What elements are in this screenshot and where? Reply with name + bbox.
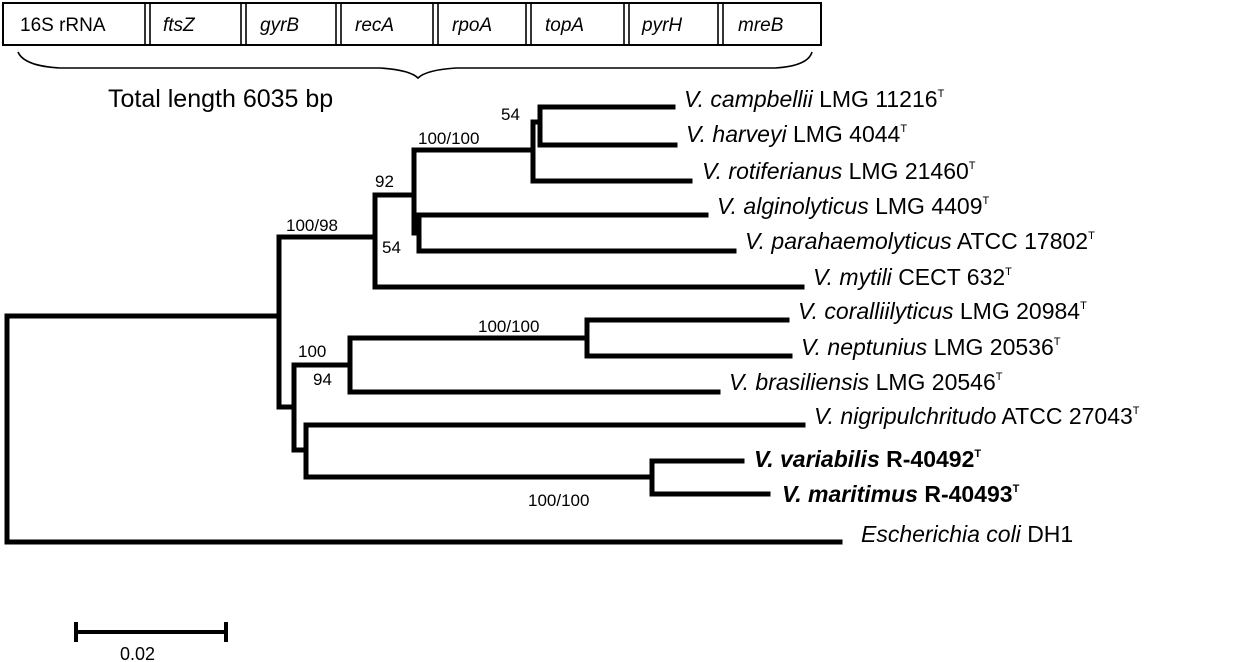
support-node-100: 100	[298, 342, 326, 361]
taxon-label: V. harveyi LMG 4044T	[686, 121, 907, 147]
gene-label-gyrb: gyrB	[260, 15, 299, 36]
support-coralliilyticus-neptunius: 100/100	[478, 317, 539, 336]
support-main-clade: 100/98	[286, 216, 338, 235]
scale-bar: 0.02	[74, 622, 228, 662]
taxon-label: V. alginolyticus LMG 4409T	[717, 193, 990, 219]
gene-label-mreb: mreB	[738, 15, 784, 36]
tree-branches	[4, 104, 843, 545]
taxon-labels: V. campbellii LMG 11216T V. harveyi LMG …	[684, 86, 1140, 547]
total-length-label: Total length 6035 bp	[108, 85, 333, 113]
support-values: 54 100/100 92 54 100/98 100/100 100 94 1…	[286, 105, 589, 510]
taxon-label-bold: V. variabilis R-40492T	[754, 446, 981, 472]
taxon-label-bold: V. maritimus R-40493T	[782, 481, 1020, 507]
taxon-label-outgroup: Escherichia coli DH1	[861, 521, 1073, 547]
taxon-label: V. mytili CECT 632T	[813, 264, 1012, 290]
taxon-label: V. parahaemolyticus ATCC 17802T	[745, 228, 1095, 254]
support-node-54: 54	[382, 238, 401, 257]
taxon-label: V. neptunius LMG 20536T	[801, 334, 1061, 360]
taxon-label: V. brasiliensis LMG 20546T	[729, 369, 1003, 395]
support-campbellii-harveyi: 54	[501, 105, 520, 124]
support-variabilis-maritimus: 100/100	[528, 491, 589, 510]
gene-bar-outline	[2, 2, 822, 46]
gene-label-topa: topA	[545, 15, 584, 36]
scale-bar-label: 0.02	[120, 644, 155, 662]
taxon-label: V. coralliilyticus LMG 20984T	[798, 298, 1087, 324]
taxon-label: V. campbellii LMG 11216T	[684, 86, 945, 112]
support-node-94: 94	[313, 370, 332, 389]
taxon-label: V. nigripulchritudo ATCC 27043T	[814, 403, 1140, 429]
gene-label-16s: 16S rRNA	[20, 15, 106, 36]
gene-concatenation-bar: 16S rRNA ftsZ gyrB recA rpoA topA pyrH m…	[2, 2, 822, 113]
gene-label-rpoa: rpoA	[452, 15, 492, 36]
support-node-92: 92	[375, 172, 394, 191]
gene-separators	[144, 3, 724, 45]
gene-label-ftsz: ftsZ	[163, 15, 196, 36]
gene-label-pyrh: pyrH	[641, 15, 682, 36]
support-harveyi-group: 100/100	[418, 129, 479, 148]
concatenation-brace	[17, 51, 813, 80]
gene-label-reca: recA	[355, 15, 394, 36]
taxon-label: V. rotiferianus LMG 21460T	[702, 158, 976, 184]
